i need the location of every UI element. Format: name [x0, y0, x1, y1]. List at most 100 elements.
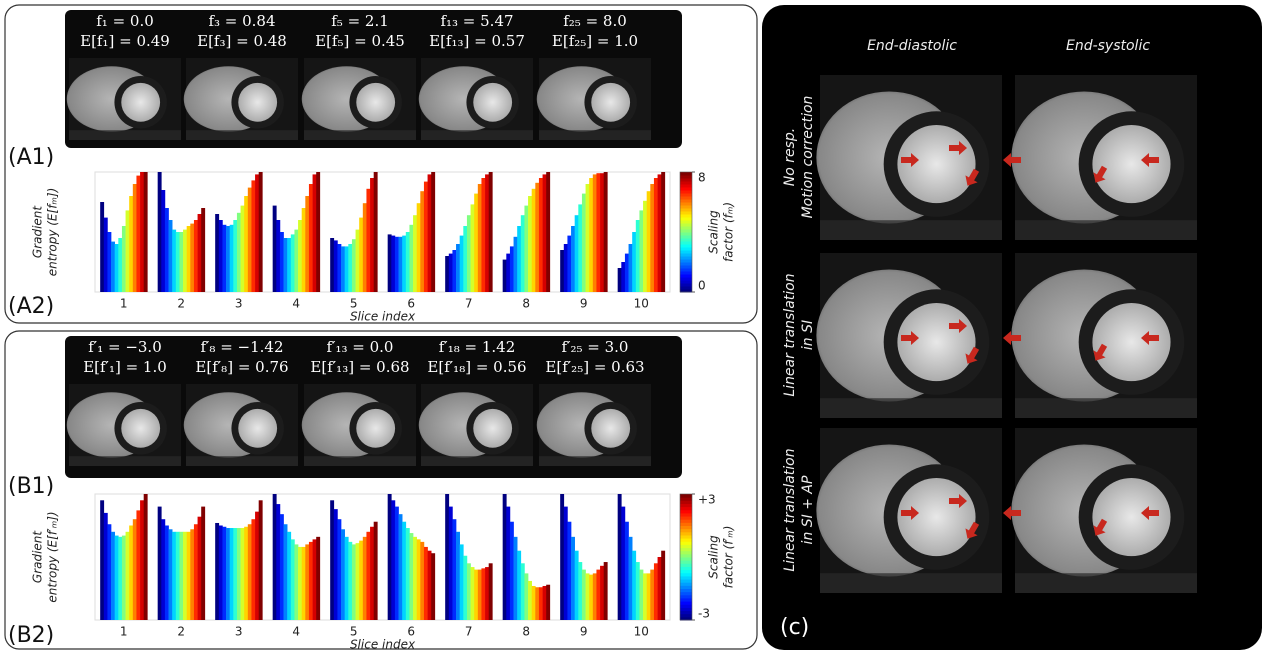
bar	[258, 172, 263, 292]
bar	[477, 184, 482, 292]
arrow	[965, 346, 980, 364]
x-tick-label: 9	[580, 625, 588, 639]
colorbar-cell	[680, 597, 692, 602]
blood-pool	[1092, 478, 1171, 557]
colorbar-cell	[680, 601, 692, 605]
colorbar-cell	[680, 563, 692, 567]
bar	[366, 531, 371, 620]
bar	[391, 235, 396, 292]
panel-label: (B2)	[8, 623, 54, 648]
blood-pool	[897, 478, 976, 557]
image-caption: f′₈ = −1.42	[200, 338, 283, 356]
bar	[531, 188, 536, 292]
x-tick-label: 6	[407, 625, 415, 639]
colorbar-cell	[680, 250, 692, 254]
bar	[333, 509, 338, 620]
colorbar-cell	[680, 531, 692, 536]
bar	[427, 174, 432, 292]
bar	[517, 226, 522, 292]
x-tick-label: 2	[177, 297, 185, 311]
bar	[355, 229, 360, 292]
bar	[653, 563, 658, 620]
colorbar-cell	[680, 193, 692, 197]
bar	[247, 524, 252, 620]
bar	[409, 533, 414, 620]
bar	[255, 511, 259, 620]
bar	[431, 553, 436, 620]
colorbar-cell	[680, 199, 692, 203]
bar	[341, 246, 345, 292]
bar	[517, 550, 522, 620]
x-tick-label: 1	[120, 625, 128, 639]
x-tick-label: 1	[120, 297, 128, 311]
row-label: in SI + AP	[800, 475, 816, 544]
bar	[520, 215, 525, 292]
image-caption: f₃ = 0.84	[208, 12, 275, 30]
bar	[373, 521, 378, 620]
colorbar-cell	[680, 265, 692, 269]
y-axis-label: entropy (E[fₘ])	[46, 188, 60, 277]
row-label: in SI	[800, 320, 816, 350]
bar	[463, 226, 468, 292]
colorbar-tick-label: +3	[698, 493, 716, 507]
colorbar-cell	[680, 208, 692, 212]
bar	[175, 531, 180, 620]
bar	[362, 203, 367, 292]
bar	[172, 229, 177, 292]
colorbar-cell	[680, 214, 692, 218]
plot-area	[94, 493, 671, 621]
blood-pool	[356, 82, 396, 122]
colorbar-cell	[680, 569, 692, 574]
bar	[394, 236, 399, 292]
arrow	[949, 141, 967, 155]
bar	[125, 531, 130, 620]
mri-image	[1011, 253, 1197, 418]
bar	[600, 173, 604, 292]
bar	[276, 504, 281, 620]
bar	[222, 224, 227, 292]
row-label: No resp.	[782, 128, 798, 187]
colorbar-cell	[680, 196, 692, 200]
arrow	[965, 168, 980, 186]
arrow	[1003, 153, 1021, 167]
bar	[125, 210, 130, 292]
row-label: Motion correction	[800, 96, 816, 219]
bar	[344, 536, 349, 620]
bar	[348, 541, 353, 620]
column-header: End-diastolic	[867, 38, 957, 54]
bar	[502, 494, 507, 620]
bar	[621, 506, 626, 620]
bar	[635, 562, 640, 620]
arrow	[1093, 343, 1108, 361]
bar	[592, 174, 597, 292]
bar	[251, 519, 256, 620]
y-axis-label: entropy (E[f′ₘ])	[46, 511, 60, 602]
bar	[535, 182, 540, 292]
bar	[111, 531, 115, 620]
mri-image	[301, 58, 416, 140]
bar	[592, 573, 597, 620]
bar	[470, 567, 475, 620]
colorbar-cell	[680, 538, 692, 542]
arrow	[949, 319, 967, 333]
bar	[639, 569, 644, 620]
mri-image	[1011, 75, 1197, 240]
bar	[103, 217, 108, 292]
bar	[240, 205, 245, 292]
x-tick-label: 9	[580, 297, 588, 311]
bar	[330, 238, 335, 292]
colorbar-cell	[680, 528, 692, 533]
colorbar-cell	[680, 241, 692, 245]
image-caption: f′₁₈ = 1.42	[439, 338, 516, 356]
bar	[506, 506, 511, 620]
bar	[546, 584, 551, 620]
bar	[218, 220, 223, 292]
colorbar-cell	[680, 594, 692, 599]
bar	[132, 184, 137, 292]
colorbar-cell	[680, 277, 692, 281]
bar	[560, 494, 565, 620]
plot-area	[94, 171, 671, 293]
bar	[398, 514, 403, 620]
bar	[581, 193, 586, 292]
bar	[129, 525, 134, 620]
